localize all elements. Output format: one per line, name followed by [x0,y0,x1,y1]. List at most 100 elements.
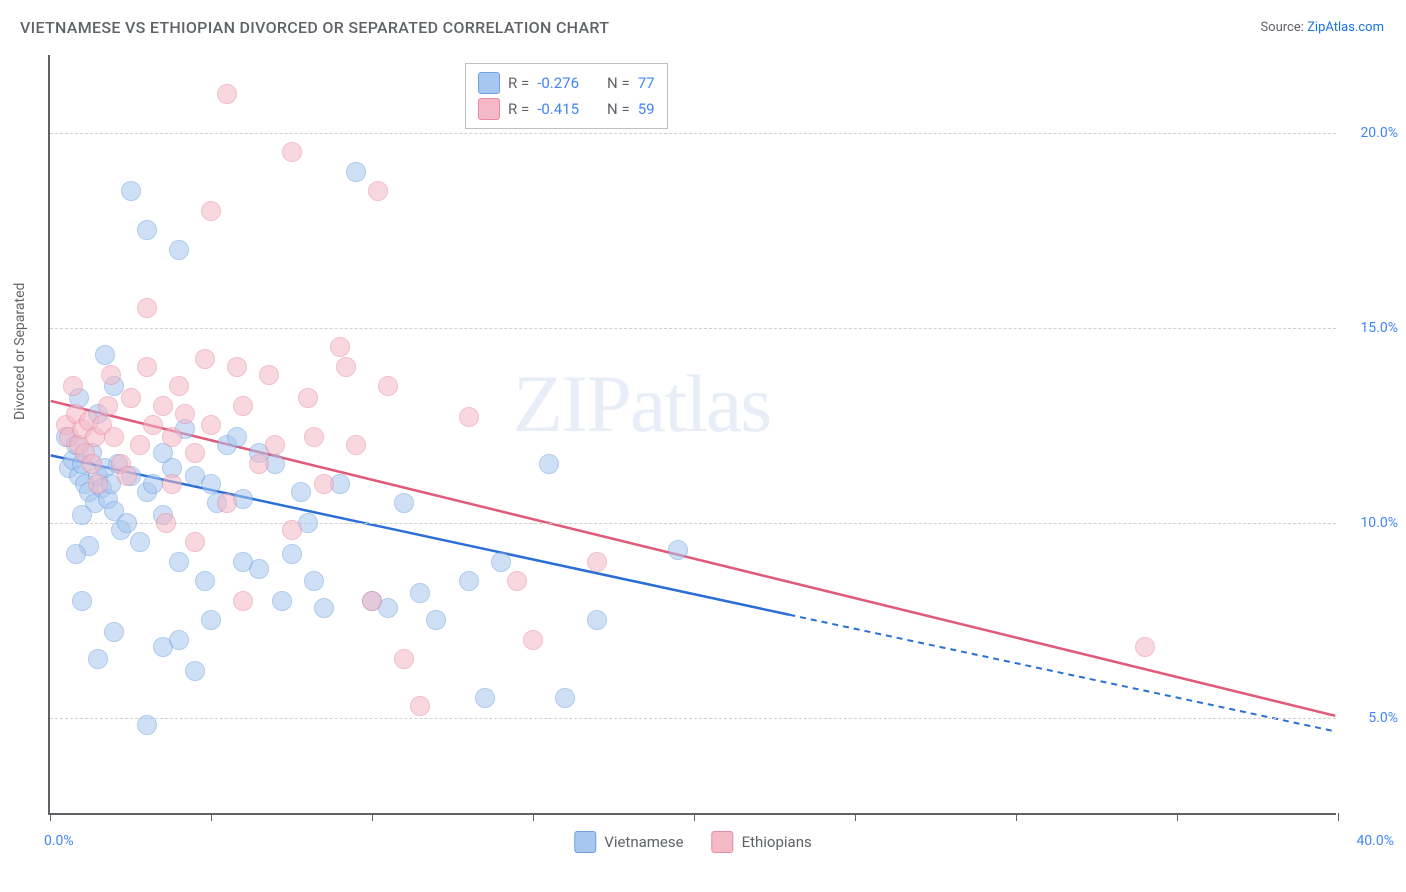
data-point [507,571,527,591]
x-tick [533,813,534,821]
data-point [314,598,334,618]
data-point [539,454,559,474]
data-point [336,357,356,377]
data-point [169,376,189,396]
legend-n-label: N = [607,74,630,92]
data-point [233,591,253,611]
legend-item: Ethiopians [712,831,812,853]
legend-row: R = -0.276 N = 77 [478,70,655,96]
legend-label: Vietnamese [604,833,683,851]
data-point [101,365,121,385]
data-point [117,513,137,533]
source-attribution: Source: ZipAtlas.com [1260,20,1384,35]
data-point [117,466,137,486]
data-point [459,407,479,427]
data-point [314,474,334,494]
data-point [104,622,124,642]
data-point [185,661,205,681]
data-point [233,552,253,572]
gridline [50,328,1336,329]
data-point [282,544,302,564]
data-point [201,610,221,630]
data-point [175,404,195,424]
data-point [426,610,446,630]
x-start-label: 0.0% [44,833,74,849]
data-point [587,552,607,572]
data-point [368,181,388,201]
data-point [346,435,366,455]
data-point [169,240,189,260]
plot-area: ZIPatlas R =-0.276N =77R =-0.415N =59 Vi… [48,55,1336,815]
y-tick-label: 15.0% [1360,320,1398,336]
data-point [201,474,221,494]
data-point [298,388,318,408]
data-point [282,142,302,162]
y-tick-label: 10.0% [1360,515,1398,531]
data-point [130,532,150,552]
gridline [50,133,1336,134]
x-tick [372,813,373,821]
legend-r-value: -0.276 [537,74,579,92]
data-point [410,696,430,716]
y-tick-label: 5.0% [1368,710,1398,726]
data-point [1135,637,1155,657]
data-point [227,427,247,447]
source-link[interactable]: ZipAtlas.com [1307,20,1384,35]
data-point [304,427,324,447]
data-point [104,427,124,447]
data-point [121,181,141,201]
data-point [185,532,205,552]
data-point [72,591,92,611]
x-tick [694,813,695,821]
data-point [217,493,237,513]
x-end-label: 40.0% [1356,833,1394,849]
data-point [272,591,292,611]
data-point [185,443,205,463]
data-point [410,583,430,603]
data-point [555,688,575,708]
data-point [88,649,108,669]
legend-swatch [478,72,500,94]
data-point [137,357,157,377]
legend-r-value: -0.415 [537,100,579,118]
y-tick-label: 20.0% [1360,125,1398,141]
data-point [130,435,150,455]
data-point [169,630,189,650]
data-point [362,591,382,611]
data-point [282,520,302,540]
data-point [153,396,173,416]
legend-item: Vietnamese [574,831,683,853]
data-point [378,376,398,396]
y-axis-label: Divorced or Separated [12,283,28,420]
data-point [227,357,247,377]
data-point [304,571,324,591]
data-point [587,610,607,630]
data-point [346,162,366,182]
data-point [162,474,182,494]
data-point [249,454,269,474]
x-tick [855,813,856,821]
data-point [143,415,163,435]
data-point [66,544,86,564]
x-tick [50,813,51,821]
data-point [668,540,688,560]
x-tick [1338,813,1339,821]
x-tick [211,813,212,821]
legend-label: Ethiopians [742,833,812,851]
x-tick [1016,813,1017,821]
gridline [50,523,1336,524]
data-point [82,454,102,474]
data-point [88,474,108,494]
series-legend: Vietnamese Ethiopians [574,831,811,853]
data-point [233,396,253,416]
data-point [72,505,92,525]
data-point [217,84,237,104]
legend-r-label: R = [508,74,529,92]
data-point [121,388,141,408]
gridline [50,718,1336,719]
data-point [137,220,157,240]
legend-n-value: 77 [638,74,655,92]
data-point [201,201,221,221]
legend-n-label: N = [607,100,630,118]
data-point [394,493,414,513]
